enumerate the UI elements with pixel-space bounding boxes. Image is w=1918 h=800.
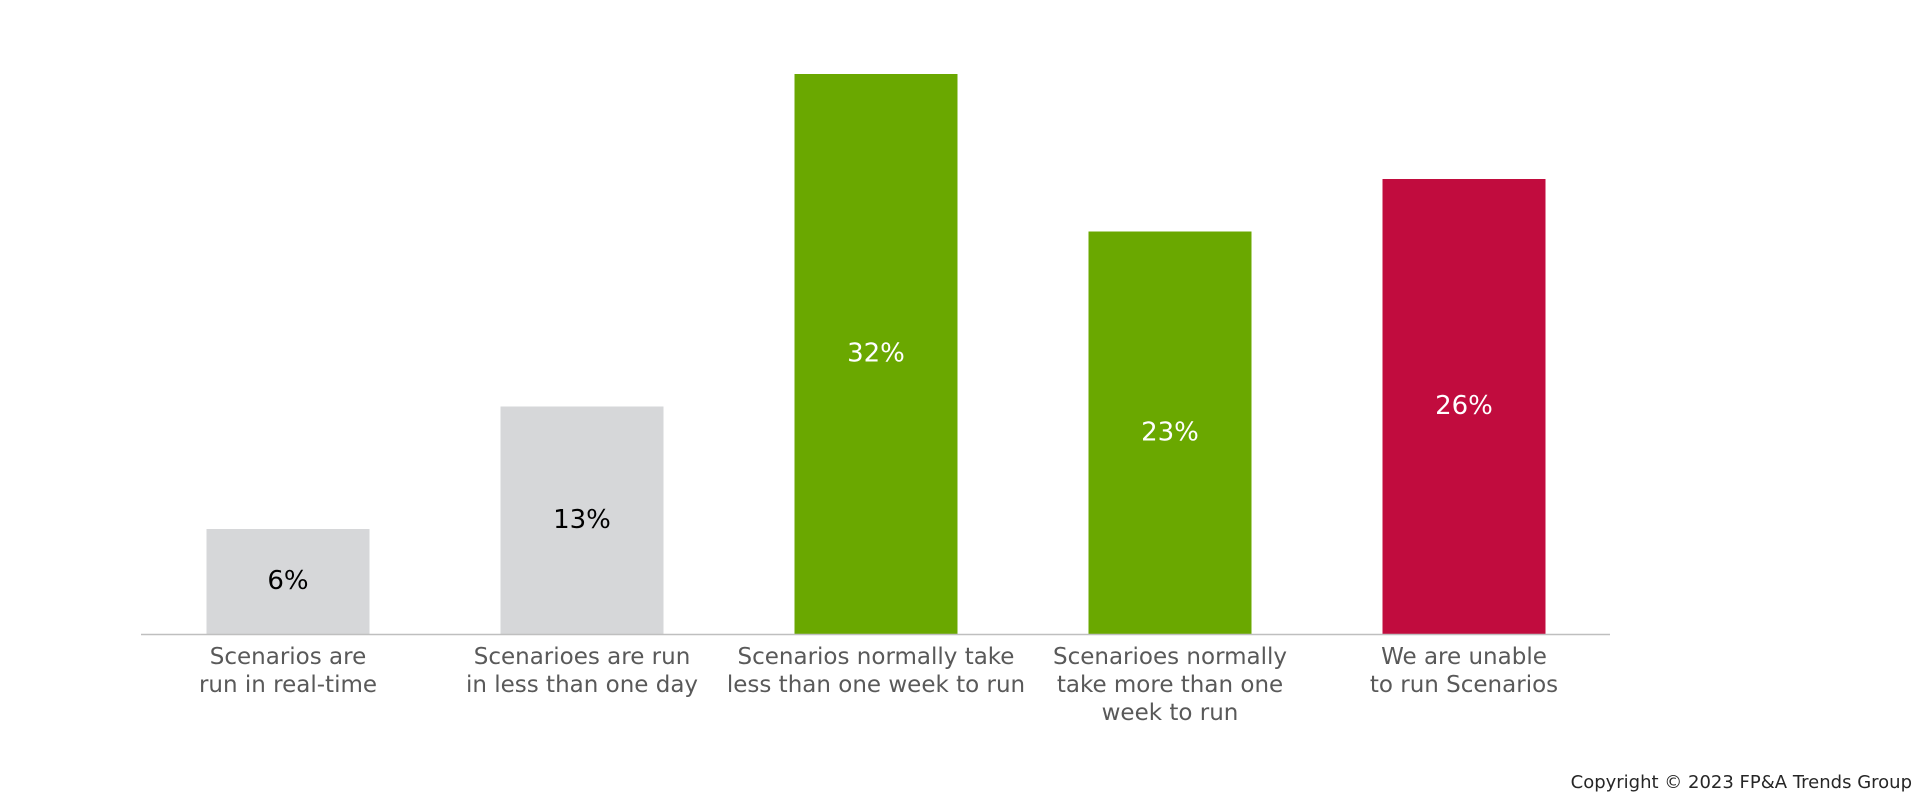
x-tick-label-line: Scenarios normally take xyxy=(737,644,1015,670)
data-label-2: 13% xyxy=(553,505,611,535)
x-tick-label-line: in less than one day xyxy=(465,672,699,698)
x-tick-label-1: Scenarios are run in real-time xyxy=(138,643,438,699)
x-tick-label-line: take more than one xyxy=(1056,672,1284,698)
x-tick-label-line: We are unable xyxy=(1381,644,1547,670)
x-tick-label-5: We are unable to run Scenarios xyxy=(1314,643,1614,699)
data-label-4: 23% xyxy=(1141,417,1199,447)
x-tick-label-line: week to run xyxy=(1101,700,1239,726)
data-label-3: 32% xyxy=(847,339,905,369)
x-tick-label-line: less than one week to run xyxy=(726,672,1026,698)
bar-5 xyxy=(1382,179,1546,634)
x-tick-label-line: to run Scenarios xyxy=(1369,672,1559,698)
bar-3 xyxy=(794,74,958,634)
x-tick-label-line: Scenarioes are run xyxy=(473,644,691,670)
data-label-1: 6% xyxy=(267,566,308,596)
bar-2 xyxy=(500,406,664,634)
copyright-notice: Copyright © 2023 FP&A Trends Group xyxy=(1570,772,1912,793)
x-tick-label-line: Scenarioes normally xyxy=(1052,644,1288,670)
data-label-5: 26% xyxy=(1435,391,1493,421)
x-tick-label-2: Scenarioes are run in less than one day xyxy=(432,643,732,699)
x-tick-label-line: Scenarios are xyxy=(209,644,367,670)
x-tick-label-4: Scenarioes normally take more than one wee… xyxy=(1020,643,1320,727)
x-tick-label-line: run in real-time xyxy=(198,672,378,698)
x-tick-label-3: Scenarios normally take less than one wee… xyxy=(726,643,1026,699)
bar-1 xyxy=(206,529,370,634)
bar-4 xyxy=(1088,231,1252,634)
